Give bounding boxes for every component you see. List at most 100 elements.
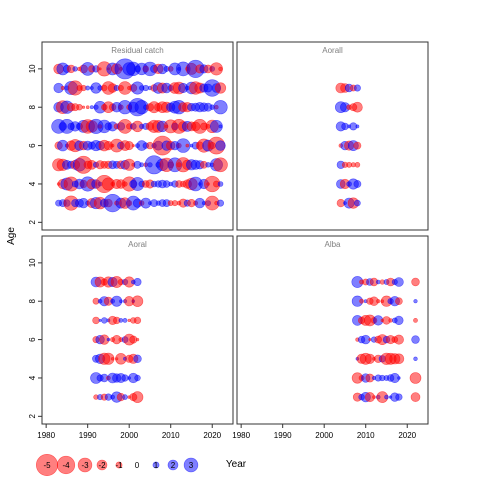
residual-bubble	[135, 337, 140, 342]
residual-bubble	[376, 299, 381, 304]
legend-bubble	[56, 455, 76, 475]
panel-0: Residual catch	[41, 41, 234, 231]
residual-bubble	[85, 105, 90, 109]
residual-bubble	[218, 66, 223, 72]
residual-bubble	[106, 337, 111, 342]
residual-bubble	[413, 356, 418, 361]
x-tick-label: 2020	[398, 431, 416, 440]
residual-bubble	[133, 316, 142, 325]
legend-label: 3	[189, 461, 194, 470]
residual-bubble	[131, 391, 144, 403]
panel-title: Aorall	[322, 46, 343, 55]
panel-frame	[41, 235, 234, 425]
residual-bubble	[213, 157, 228, 173]
panel-1: Aorall	[236, 41, 429, 231]
x-tick-label: 1990	[79, 431, 97, 440]
x-tick-label: 2020	[203, 431, 221, 440]
residual-bubble	[352, 101, 363, 113]
residual-bubble	[397, 376, 401, 380]
residual-bubble	[217, 199, 225, 207]
y-tick-label: 10	[28, 64, 37, 73]
residual-bubble	[394, 277, 404, 287]
x-tick-label: 2000	[315, 431, 333, 440]
residual-bubble	[110, 357, 115, 361]
residual-bubble	[122, 394, 128, 400]
x-tick-label: 1980	[232, 431, 250, 440]
panel-title: Residual catch	[111, 46, 163, 55]
legend-bubble	[115, 461, 123, 469]
legend-label: -3	[81, 461, 89, 470]
residual-bubble	[214, 82, 227, 94]
y-tick-label: 4	[28, 181, 37, 186]
legend-label: 2	[171, 461, 176, 470]
residual-bubble	[92, 316, 100, 325]
legend-label: -2	[98, 461, 106, 470]
residual-bubble	[353, 180, 362, 188]
bubble-size-legend: -5 -4 -3 -2 -1 0 1 2 3	[35, 453, 199, 476]
legend-label: 0	[135, 461, 140, 470]
residual-bubble	[119, 299, 123, 304]
residual-bubble	[185, 143, 190, 148]
legend-label: -4	[62, 461, 70, 470]
residual-bubble	[81, 105, 86, 109]
residual-bubble	[375, 279, 381, 285]
legend-label: -5	[43, 461, 51, 470]
x-axis-label: Year	[226, 459, 247, 470]
panel-frame	[236, 235, 429, 425]
residual-bubble	[393, 334, 404, 345]
residual-bubble	[60, 86, 65, 91]
residual-bubble	[213, 100, 228, 115]
residual-bubble	[413, 299, 418, 304]
legend-label: 1	[154, 461, 159, 470]
y-tick-label: 2	[28, 220, 37, 225]
residual-bubble	[368, 338, 372, 342]
residual-bubble	[121, 374, 129, 382]
residual-bubble	[393, 353, 405, 365]
residual-bubble	[410, 392, 421, 402]
bubble-layer	[51, 58, 228, 213]
y-tick-label: 6	[28, 337, 37, 342]
panel-frame	[41, 41, 234, 231]
legend-bubble	[183, 457, 199, 473]
y-tick-label: 2	[28, 414, 37, 419]
residual-bubble	[355, 124, 360, 129]
panel-title: Alba	[324, 240, 341, 249]
residual-bubble	[409, 372, 422, 384]
residual-bubble	[139, 162, 145, 168]
x-tick-label: 2010	[357, 431, 375, 440]
y-tick-label: 4	[28, 375, 37, 380]
bubble-layer	[334, 82, 363, 209]
residual-bubble	[134, 374, 141, 382]
residual-bubble	[89, 105, 94, 110]
residual-bubble	[384, 394, 389, 400]
residual-bubble	[133, 354, 142, 363]
residual-bubble	[413, 317, 418, 323]
x-axis: 1980 1990 2000 2010 2020 1980 1990 2000 2010 2020	[37, 424, 417, 440]
y-axis: 2 4 6 8 10 2 4 6 8 10	[28, 64, 42, 419]
residual-bubble	[353, 84, 361, 92]
residual-bubble	[205, 162, 211, 168]
x-tick-label: 2010	[162, 431, 180, 440]
y-tick-label: 6	[28, 143, 37, 148]
residual-bubble	[217, 181, 224, 187]
residual-bubble	[131, 295, 144, 307]
panel-title: Aoral	[128, 240, 147, 249]
residual-bubble	[133, 277, 142, 286]
residual-bubble	[353, 141, 362, 150]
x-tick-label: 2000	[120, 431, 138, 440]
residual-bubble	[411, 335, 420, 344]
y-axis-label: Age	[6, 227, 17, 245]
y-tick-label: 8	[28, 104, 37, 109]
panel-3: Alba	[236, 235, 429, 425]
residual-bubble	[395, 297, 403, 306]
y-tick-label: 10	[28, 258, 37, 267]
legend-bubble	[167, 459, 179, 471]
residual-bubble	[85, 85, 91, 91]
y-tick-label: 8	[28, 298, 37, 303]
residual-bubble	[215, 140, 226, 151]
residual-bubble	[411, 277, 420, 287]
residual-bubble	[394, 315, 404, 326]
bubble-layer	[351, 276, 422, 403]
panel-2: Aoral	[41, 235, 234, 425]
